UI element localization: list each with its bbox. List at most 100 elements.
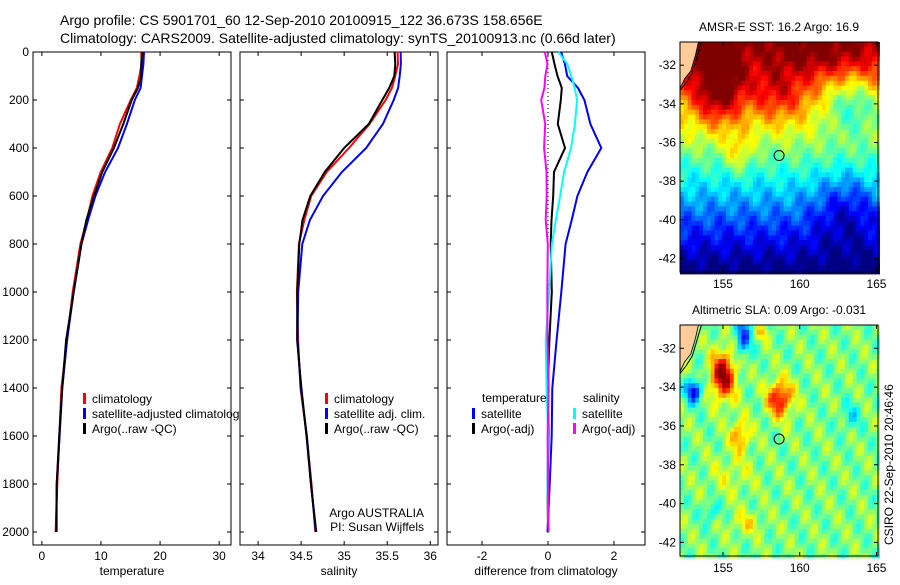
heatmap-cell [749, 119, 753, 124]
heatmap-cell [803, 119, 807, 124]
heatmap-cell [784, 543, 788, 548]
heatmap-cell [715, 197, 719, 202]
heatmap-cell [853, 393, 857, 398]
heatmap-cell [868, 153, 872, 158]
heatmap-cell [761, 86, 765, 91]
heatmap-cell [776, 325, 780, 330]
heatmap-cell [718, 330, 722, 335]
heatmap-cell [791, 115, 795, 120]
heatmap-cell [718, 197, 722, 202]
heatmap-cell [699, 485, 703, 490]
x-axis-label: temperature [100, 564, 165, 578]
heatmap-cell [807, 524, 811, 529]
heatmap-cell [872, 202, 876, 207]
heatmap-cell [795, 480, 799, 485]
heatmap-cell [853, 144, 857, 149]
heatmap-cell [784, 206, 788, 211]
heatmap-cell [761, 451, 765, 456]
heatmap-cell [757, 471, 761, 476]
heatmap-cell [734, 47, 738, 52]
heatmap-cell [680, 432, 684, 437]
heatmap-cell [864, 148, 868, 153]
heatmap-cell [730, 422, 734, 427]
heatmap-cell [684, 158, 688, 163]
heatmap-cell [715, 202, 719, 207]
heatmap-cell [695, 86, 699, 91]
heatmap-cell [695, 364, 699, 369]
heatmap-cell [857, 95, 861, 100]
heatmap-cell [768, 226, 772, 231]
heatmap-cell [857, 412, 861, 417]
heatmap-cell [761, 47, 765, 52]
heatmap-cell [807, 398, 811, 403]
heatmap-cell [764, 163, 768, 168]
heatmap-cell [680, 235, 684, 240]
heatmap-cell [761, 524, 765, 529]
heatmap-cell [857, 364, 861, 369]
heatmap-cell [807, 168, 811, 173]
heatmap-cell [726, 393, 730, 398]
heatmap-cell [730, 240, 734, 245]
heatmap-cell [684, 235, 688, 240]
heatmap-cell [726, 139, 730, 144]
heatmap-cell [692, 134, 696, 139]
heatmap-cell [726, 153, 730, 158]
heatmap-cell [845, 153, 849, 158]
heatmap-cell [807, 115, 811, 120]
heatmap-cell [826, 124, 830, 129]
heatmap-cell [753, 378, 757, 383]
heatmap-cell [715, 66, 719, 71]
heatmap-cell [734, 139, 738, 144]
heatmap-cell [826, 119, 830, 124]
heatmap-cell [799, 148, 803, 153]
heatmap-cell [776, 480, 780, 485]
y-tick-label: 600 [9, 189, 29, 203]
heatmap-cell [761, 393, 765, 398]
heatmap-cell [726, 383, 730, 388]
heatmap-cell [741, 221, 745, 226]
heatmap-cell [787, 255, 791, 260]
heatmap-cell [726, 216, 730, 221]
heatmap-cell [764, 66, 768, 71]
heatmap-cell [699, 495, 703, 500]
heatmap-cell [868, 144, 872, 149]
heatmap-cell [741, 255, 745, 260]
heatmap-cell [745, 432, 749, 437]
heatmap-cell [734, 354, 738, 359]
heatmap-cell [818, 442, 822, 447]
heatmap-cell [726, 221, 730, 226]
heatmap-cell [822, 408, 826, 413]
heatmap-cell [757, 202, 761, 207]
heatmap-cell [837, 119, 841, 124]
heatmap-cell [734, 192, 738, 197]
heatmap-cell [860, 76, 864, 81]
heatmap-cell [761, 456, 765, 461]
heatmap-cell [715, 139, 719, 144]
heatmap-cell [741, 226, 745, 231]
heatmap-cell [814, 461, 818, 466]
heatmap-cell [699, 539, 703, 544]
heatmap-cell [753, 148, 757, 153]
heatmap-cell [684, 417, 688, 422]
heatmap-cell [764, 115, 768, 120]
heatmap-cell [726, 369, 730, 374]
heatmap-cell [784, 47, 788, 52]
heatmap-cell [845, 168, 849, 173]
heatmap-cell [845, 529, 849, 534]
heatmap-cell [745, 335, 749, 340]
heatmap-cell [745, 461, 749, 466]
heatmap-cell [864, 187, 868, 192]
heatmap-cell [745, 383, 749, 388]
heatmap-cell [830, 148, 834, 153]
heatmap-cell [753, 383, 757, 388]
heatmap-cell [699, 466, 703, 471]
heatmap-cell [841, 226, 845, 231]
heatmap-cell [834, 192, 838, 197]
heatmap-cell [730, 100, 734, 105]
heatmap-cell [734, 369, 738, 374]
heatmap-cell [818, 115, 822, 120]
heatmap-cell [799, 230, 803, 235]
heatmap-cell [692, 514, 696, 519]
heatmap-cell [749, 495, 753, 500]
heatmap-cell [761, 388, 765, 393]
